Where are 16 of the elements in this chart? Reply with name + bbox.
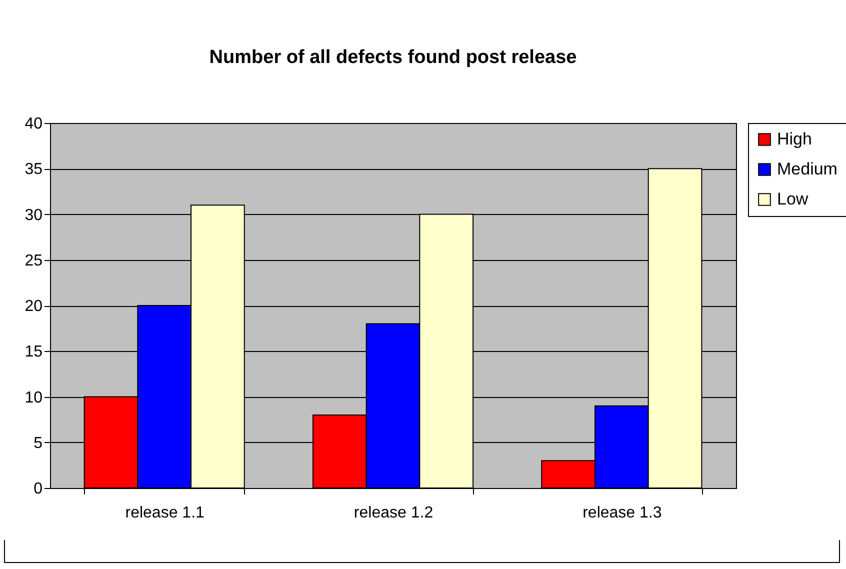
y-tick-label: 30 [24,206,43,224]
y-tick-label: 25 [24,252,43,270]
y-tick-label: 35 [24,161,43,178]
x-tick-label: release 1.1 [125,504,205,522]
x-tick-label: release 1.3 [582,504,662,522]
y-tick-label: 0 [34,480,43,498]
y-tick-label: 20 [24,298,43,315]
y-tick-label: 40 [24,116,43,132]
y-tick-label: 10 [24,389,43,406]
legend-label: Medium [777,160,838,178]
x-tick-label: release 1.2 [354,504,434,522]
y-tick-label: 15 [24,344,43,361]
legend-label: Low [777,190,809,208]
legend-label: High [777,130,812,148]
chart-title: Number of all defects found post release [209,47,577,68]
y-tick-label: 5 [34,434,43,452]
